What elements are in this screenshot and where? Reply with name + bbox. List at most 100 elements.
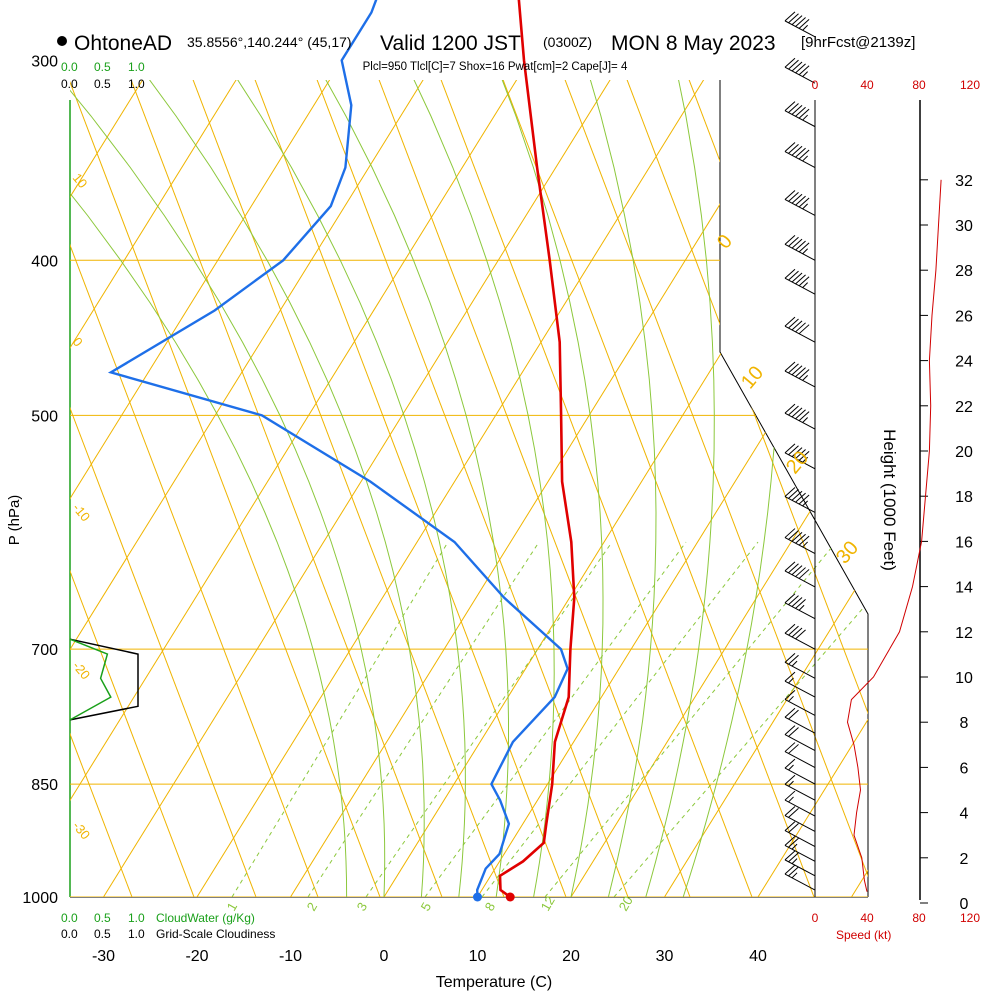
barb-flag <box>798 242 810 253</box>
temp-tick: 0 <box>380 948 389 965</box>
chart-background <box>69 80 869 898</box>
barb-shaft <box>784 151 816 168</box>
dry-adiabat <box>70 80 133 897</box>
wind-barb <box>784 690 816 716</box>
barb-flag <box>784 806 796 816</box>
barb-flag <box>795 240 806 251</box>
barb-flag <box>788 595 799 606</box>
surface-temperature-point <box>505 892 515 902</box>
barb-flag <box>791 238 803 249</box>
height-tick: 32 <box>955 173 973 190</box>
cloudiness-tick-bottom-0: 0.0 <box>61 927 78 941</box>
barb-flag <box>798 149 810 160</box>
wind-barb <box>784 806 816 832</box>
speed-tick-top-2: 80 <box>912 78 926 92</box>
speed-tick-top-1: 40 <box>860 78 874 92</box>
barb-half <box>802 155 808 162</box>
mixing-ratio-label: 3 <box>354 900 371 914</box>
barb-shaft <box>784 859 816 877</box>
wind-barb <box>784 652 816 679</box>
barb-flag <box>784 864 796 875</box>
barb-shaft <box>784 110 816 128</box>
moist-adiabat <box>437 80 604 897</box>
barb-flag <box>791 407 803 418</box>
barb-flag <box>784 758 796 769</box>
indices-line: Plcl=950 Tlcl[C]=7 Shox=16 Pwat[cm]=2 Ca… <box>363 61 628 73</box>
barb-flag <box>788 489 799 499</box>
barb-flag <box>788 103 799 113</box>
height-tick: 26 <box>955 308 973 325</box>
barb-flag <box>795 492 806 503</box>
barb-flag <box>798 494 810 505</box>
height-tick: 4 <box>960 806 969 823</box>
dry-adiabat <box>0 77 8 897</box>
wind-barb <box>784 864 816 891</box>
barb-flag <box>788 823 799 833</box>
mixing-ratio-line <box>424 541 687 897</box>
barb-flag <box>788 144 799 154</box>
speed-tick-top-0: 0 <box>812 78 819 92</box>
temp-tick: -20 <box>185 948 208 965</box>
barb-shaft <box>784 734 816 752</box>
barb-flag <box>798 108 810 119</box>
cloudwater-label: CloudWater (g/Kg) <box>156 911 255 925</box>
height-tick: 16 <box>955 534 973 551</box>
barb-flag <box>784 742 796 752</box>
temp-tick: 30 <box>656 948 674 965</box>
barb-half <box>802 541 808 548</box>
speed-tick-bottom-3: 120 <box>960 911 980 925</box>
barb-flag <box>784 790 796 801</box>
wind-barb <box>784 11 816 38</box>
wind-barb <box>784 623 816 650</box>
isotherm-40 <box>757 80 868 897</box>
height-tick: 28 <box>955 263 973 280</box>
wind-barb <box>784 850 816 877</box>
barb-shaft <box>784 815 816 832</box>
barb-flag <box>788 744 799 754</box>
barb-flag <box>791 61 803 72</box>
barb-shaft <box>784 537 816 554</box>
dry-adiabat <box>70 80 195 897</box>
dry-adiabat <box>377 80 691 897</box>
wind-barb <box>784 742 816 768</box>
adiabat-label: 30 <box>832 537 863 568</box>
height-tick: 8 <box>960 715 969 732</box>
mixing-ratio-line <box>613 541 868 897</box>
cloudiness-tick-top-2: 1.0 <box>128 77 145 91</box>
barb-flag <box>784 316 796 327</box>
barb-half <box>791 843 798 850</box>
barb-half <box>788 695 794 702</box>
pressure-tick-1000: 1000 <box>22 890 58 907</box>
barb-flag <box>784 821 796 831</box>
barb-flag <box>788 363 799 374</box>
height-tick: 2 <box>960 851 969 868</box>
isotherm-label: 0 <box>70 334 86 349</box>
barb-flag <box>795 17 806 27</box>
barb-flag <box>791 320 803 331</box>
barb-half <box>791 872 798 879</box>
dry-adiabat <box>70 80 381 897</box>
barb-flag <box>798 369 810 379</box>
barb-flag <box>788 270 799 281</box>
valid-date: MON 8 May 2023 <box>611 32 776 55</box>
moist-adiabat <box>641 80 715 897</box>
mixing-ratio-label: 2 <box>304 900 321 914</box>
wind-barb <box>784 101 816 128</box>
barb-shaft <box>784 767 816 785</box>
wind-barb <box>784 142 816 168</box>
cloudwater-tick-bottom-1: 0.5 <box>94 911 111 925</box>
mixing-ratio-label: 20 <box>616 893 636 913</box>
isotherm--20 <box>196 80 795 897</box>
height-tick: 10 <box>955 670 973 687</box>
wind-barb <box>784 487 816 513</box>
dry-adiabat <box>253 80 567 897</box>
cloudiness-tick-bottom-2: 1.0 <box>128 927 145 941</box>
barb-flag <box>791 272 803 283</box>
height-tick: 0 <box>960 896 969 913</box>
barb-flag <box>795 599 806 609</box>
chart-text: OhtoneAD 35.8556°,140.244° (45,17) Valid… <box>6 32 980 991</box>
barb-flag <box>795 367 806 378</box>
barb-shaft <box>784 873 816 891</box>
barb-half <box>802 71 808 77</box>
barb-flag <box>791 193 803 204</box>
